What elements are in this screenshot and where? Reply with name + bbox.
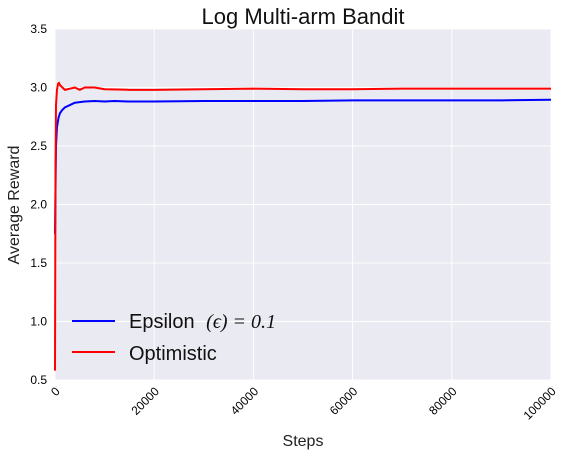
y-tick-label: 3.5 [30, 22, 47, 36]
y-tick-label: 1.0 [30, 315, 47, 329]
x-tick-label: 100000 [521, 384, 559, 422]
series-line-epsilon [54, 98, 552, 234]
x-axis-label: Steps [283, 433, 324, 450]
legend: Epsilon (ϵ) = 0.1 Optimistic [72, 311, 276, 365]
grid-lines [54, 28, 552, 381]
y-tick-label: 2.5 [30, 139, 47, 153]
legend-label-optimistic: Optimistic [129, 343, 217, 365]
x-tick-label: 20000 [128, 384, 162, 418]
x-tick-label: 80000 [426, 384, 460, 418]
chart-title: Log Multi-arm Bandit [202, 4, 405, 29]
y-axis-label: Average Reward [6, 146, 23, 265]
y-tick-label: 3.0 [30, 81, 47, 95]
x-tick-label: 0 [48, 384, 63, 399]
y-tick-label: 1.5 [30, 256, 47, 270]
x-tick-label: 40000 [228, 384, 262, 418]
series-layer [54, 81, 552, 371]
legend-label-epsilon: Epsilon (ϵ) = 0.1 [129, 311, 276, 333]
y-tick-labels: 0.5 1.0 1.5 2.0 2.5 3.0 3.5 [30, 22, 47, 387]
x-tick-labels: 0 20000 40000 60000 80000 100000 [48, 384, 559, 422]
y-tick-label: 2.0 [30, 198, 47, 212]
x-tick-label: 60000 [327, 384, 361, 418]
series-line-optimistic [54, 81, 551, 371]
y-tick-label: 0.5 [30, 373, 47, 387]
